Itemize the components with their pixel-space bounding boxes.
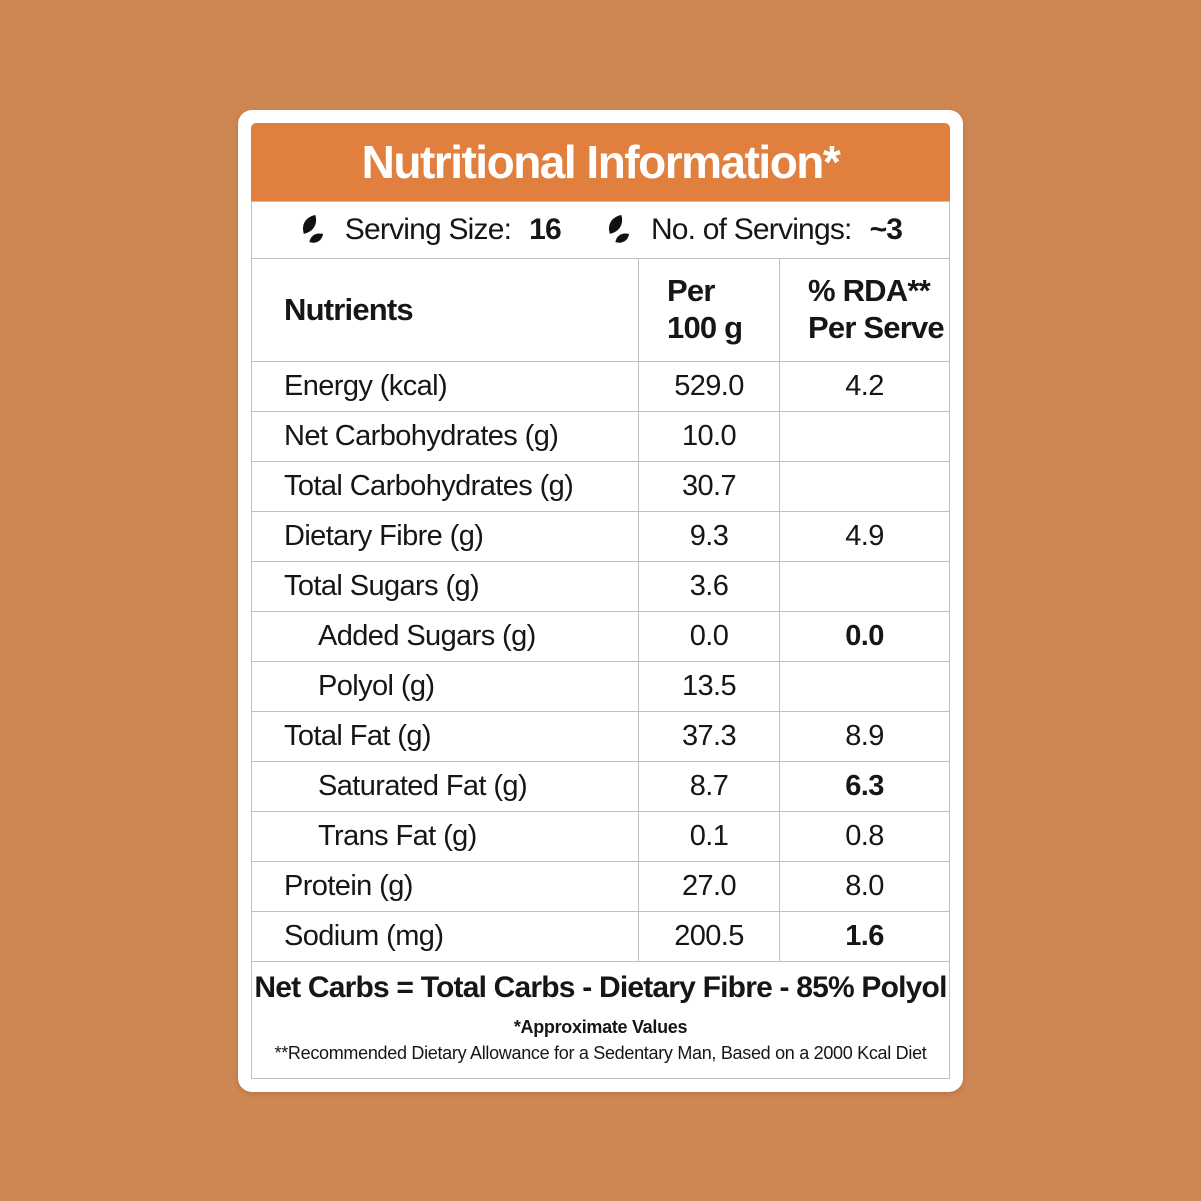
table-header-row: Nutrients Per 100 g % RDA** Per Serve: [252, 259, 949, 362]
per-100g-value-cell: 27.0: [638, 862, 780, 911]
nutrient-name-cell: Total Sugars (g): [284, 570, 480, 602]
rda-value-cell: 6.3: [845, 770, 884, 802]
nutrient-name-cell: Energy (kcal): [284, 370, 448, 402]
servings-count-group: No. of Servings: ~3: [605, 213, 903, 247]
per-100g-value-cell: 3.6: [638, 562, 780, 611]
rda-value-cell: [780, 562, 949, 611]
column-header-rda-per-serve: % RDA** Per Serve: [808, 273, 945, 345]
nutrition-header-bar: Nutritional Information*: [251, 123, 950, 201]
serving-info-row: Serving Size: 16 No. of Servings: ~3: [252, 202, 949, 259]
table-row: Total Carbohydrates (g) 30.7: [252, 462, 949, 512]
per-100g-value-cell: 10.0: [638, 412, 780, 461]
per-100g-value-cell: 0.1: [638, 812, 780, 861]
nutrient-name-cell: Polyol (g): [318, 670, 435, 702]
per-100g-value-cell: 529.0: [638, 362, 780, 411]
rda-value-cell: [780, 462, 949, 511]
table-row: Saturated Fat (g) 8.7 6.3: [252, 762, 949, 812]
per-100g-value-cell: 30.7: [638, 462, 780, 511]
column-header-per-100g: Per 100 g: [638, 259, 780, 361]
table-row: Sodium (mg) 200.5 1.6: [252, 912, 949, 962]
net-carbs-formula: Net Carbs = Total Carbs - Dietary Fibre …: [254, 971, 947, 1004]
table-row: Protein (g) 27.0 8.0: [252, 862, 949, 912]
nutrition-title: Nutritional Information*: [361, 136, 841, 188]
table-row: Total Fat (g) 37.3 8.9: [252, 712, 949, 762]
rda-value-cell: 8.0: [845, 870, 884, 902]
nutrition-card: Nutritional Information* Serving Size: 1…: [238, 110, 963, 1092]
nutrient-name-cell: Saturated Fat (g): [318, 770, 528, 802]
footnotes: *Approximate Values **Recommended Dietar…: [252, 1014, 949, 1078]
rda-value-cell: 0.0: [845, 620, 884, 652]
table-row: Total Sugars (g) 3.6: [252, 562, 949, 612]
nutrient-name-cell: Protein (g): [284, 870, 413, 902]
servings-count-value: ~3: [869, 213, 903, 246]
nutrient-name-cell: Trans Fat (g): [318, 820, 477, 852]
serving-size-label: Serving Size:: [344, 213, 512, 246]
per-100g-value-cell: 13.5: [638, 662, 780, 711]
per-100g-value-cell: 9.3: [638, 512, 780, 561]
table-row: Net Carbohydrates (g) 10.0: [252, 412, 949, 462]
rda-value-cell: [780, 412, 949, 461]
leaf-pair-icon: [302, 215, 323, 243]
table-row: Polyol (g) 13.5: [252, 662, 949, 712]
rda-value-cell: 4.9: [845, 520, 884, 552]
nutrition-table: Serving Size: 16 No. of Servings: ~3 Nut…: [251, 201, 950, 1079]
rda-value-cell: 8.9: [845, 720, 884, 752]
per-100g-value-cell: 37.3: [638, 712, 780, 761]
per-100g-value-cell: 0.0: [638, 612, 780, 661]
per-100g-value-cell: 8.7: [638, 762, 780, 811]
nutrient-name-cell: Total Fat (g): [284, 720, 432, 752]
leaf-pair-icon: [609, 215, 630, 243]
nutrient-name-cell: Added Sugars (g): [318, 620, 536, 652]
serving-size-value: 16: [529, 213, 562, 246]
per-100g-value-cell: 200.5: [638, 912, 780, 961]
column-header-nutrients: Nutrients: [284, 292, 414, 327]
rda-value-cell: 1.6: [845, 920, 884, 952]
serving-size-group: Serving Size: 16: [299, 213, 562, 247]
nutrient-name-cell: Dietary Fibre (g): [284, 520, 484, 552]
rda-value-cell: [780, 662, 949, 711]
nutrient-name-cell: Sodium (mg): [284, 920, 444, 952]
nutrient-name-cell: Net Carbohydrates (g): [284, 420, 559, 452]
rda-value-cell: 4.2: [845, 370, 884, 402]
nutrient-name-cell: Total Carbohydrates (g): [284, 470, 574, 502]
nutrient-rows: Energy (kcal) 529.0 4.2 Net Carbohydrate…: [252, 362, 949, 962]
table-row: Dietary Fibre (g) 9.3 4.9: [252, 512, 949, 562]
approximate-values-note: *Approximate Values: [513, 1017, 688, 1037]
table-row: Energy (kcal) 529.0 4.2: [252, 362, 949, 412]
rda-value-cell: 0.8: [845, 820, 884, 852]
rda-definition-note: **Recommended Dietary Allowance for a Se…: [274, 1043, 927, 1063]
table-row: Added Sugars (g) 0.0 0.0: [252, 612, 949, 662]
table-row: Trans Fat (g) 0.1 0.8: [252, 812, 949, 862]
servings-count-label: No. of Servings:: [650, 213, 852, 246]
